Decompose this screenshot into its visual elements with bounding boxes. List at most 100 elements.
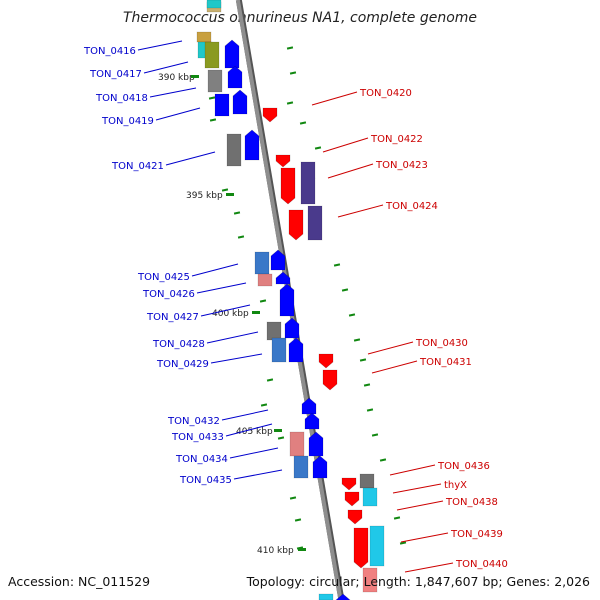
feature-box[interactable] xyxy=(196,31,212,43)
forward-gene[interactable] xyxy=(227,65,243,89)
reverse-gene[interactable] xyxy=(353,527,369,569)
track-tick xyxy=(233,211,241,215)
right-gene-label[interactable]: TON_0423 xyxy=(375,160,428,171)
right-gene-label[interactable]: TON_0422 xyxy=(370,134,423,145)
left-gene-label[interactable]: TON_0432 xyxy=(167,416,220,427)
forward-gene[interactable] xyxy=(288,337,304,363)
feature-box[interactable] xyxy=(369,525,385,567)
left-gene-label[interactable]: TON_0418 xyxy=(95,93,148,104)
forward-gene[interactable] xyxy=(308,431,324,457)
reverse-gene[interactable] xyxy=(275,154,291,168)
forward-gene[interactable] xyxy=(284,317,300,339)
left-gene-label[interactable]: TON_0425 xyxy=(137,272,190,283)
forward-gene[interactable] xyxy=(279,283,295,317)
left-gene-label[interactable]: TON_0426 xyxy=(142,289,195,300)
scale-label: 400 kbp xyxy=(212,309,249,319)
right-gene-label[interactable]: TON_0431 xyxy=(419,357,472,368)
left-leader-line xyxy=(149,87,197,98)
left-leader-line xyxy=(233,469,283,480)
forward-gene[interactable] xyxy=(224,39,240,69)
feature-box[interactable] xyxy=(318,593,334,600)
right-leader-line xyxy=(396,500,444,511)
track-tick xyxy=(260,403,268,407)
feature-box[interactable] xyxy=(226,133,242,167)
track-tick xyxy=(209,118,217,122)
reverse-gene[interactable] xyxy=(280,167,296,205)
right-gene-label[interactable]: TON_0420 xyxy=(359,88,412,99)
forward-gene[interactable] xyxy=(270,249,286,271)
reverse-gene[interactable] xyxy=(262,107,278,123)
feature-box[interactable] xyxy=(271,337,287,363)
reverse-gene[interactable] xyxy=(344,491,360,507)
feature-box[interactable] xyxy=(266,321,282,341)
forward-gene[interactable] xyxy=(335,593,351,600)
left-gene-label[interactable]: TON_0427 xyxy=(146,312,199,323)
accession-text: Accession: NC_011529 xyxy=(8,574,151,589)
scale-label: 395 kbp xyxy=(186,191,223,201)
reverse-gene[interactable] xyxy=(347,509,363,525)
track-tick xyxy=(221,188,229,192)
scale-label: 405 kbp xyxy=(236,427,273,437)
track-tick xyxy=(289,496,297,500)
forward-gene[interactable] xyxy=(275,271,291,285)
feature-box[interactable] xyxy=(362,487,378,507)
feature-box[interactable] xyxy=(293,455,309,479)
right-gene-label[interactable]: TON_0439 xyxy=(450,529,503,540)
left-gene-label[interactable]: TON_0417 xyxy=(89,69,142,80)
feature-box[interactable] xyxy=(289,431,305,457)
right-leader-line xyxy=(389,464,436,476)
forward-gene[interactable] xyxy=(301,397,317,415)
right-gene-label[interactable]: thyX xyxy=(444,480,467,491)
left-gene-label[interactable]: TON_0435 xyxy=(179,475,232,486)
right-gene-label[interactable]: TON_0438 xyxy=(445,497,498,508)
feature-box[interactable] xyxy=(214,93,230,117)
track-tick xyxy=(353,338,361,342)
feature-box[interactable] xyxy=(254,251,270,275)
left-leader-line xyxy=(137,40,183,51)
right-gene-label[interactable]: TON_0424 xyxy=(385,201,438,212)
left-gene-label[interactable]: TON_0429 xyxy=(156,359,209,370)
left-leader-line xyxy=(143,61,189,74)
right-leader-line xyxy=(404,562,454,573)
right-leader-line xyxy=(311,91,358,106)
left-gene-label[interactable]: TON_0419 xyxy=(101,116,154,127)
feature-box[interactable] xyxy=(257,273,273,287)
left-gene-label[interactable]: TON_0416 xyxy=(83,46,136,57)
right-gene-label[interactable]: TON_0430 xyxy=(415,338,468,349)
track-tick xyxy=(366,408,374,412)
feature-box[interactable] xyxy=(307,205,323,241)
left-leader-line xyxy=(229,447,279,459)
feature-box[interactable] xyxy=(204,41,220,69)
feature-box[interactable] xyxy=(362,567,378,593)
left-leader-line xyxy=(200,304,251,317)
feature-box[interactable] xyxy=(206,0,222,9)
feature-box[interactable] xyxy=(207,69,223,93)
left-gene-label[interactable]: TON_0434 xyxy=(175,454,228,465)
reverse-gene[interactable] xyxy=(318,353,334,369)
right-gene-label[interactable]: TON_0440 xyxy=(455,559,508,570)
feature-box[interactable] xyxy=(300,161,316,205)
left-leader-line xyxy=(155,107,201,121)
reverse-gene[interactable] xyxy=(322,369,338,391)
forward-gene[interactable] xyxy=(304,412,320,430)
right-leader-line xyxy=(337,204,384,218)
track-tick xyxy=(289,71,297,75)
left-gene-label[interactable]: TON_0433 xyxy=(171,432,224,443)
left-gene-label[interactable]: TON_0428 xyxy=(152,339,205,350)
forward-gene[interactable] xyxy=(244,129,260,161)
track-tick xyxy=(294,518,302,522)
right-leader-line xyxy=(327,163,374,179)
reverse-gene[interactable] xyxy=(288,209,304,241)
scale-tick xyxy=(298,548,306,551)
forward-gene[interactable] xyxy=(232,89,248,115)
track-tick xyxy=(399,541,407,545)
track-tick xyxy=(299,121,307,125)
reverse-gene[interactable] xyxy=(341,477,357,491)
feature-box[interactable] xyxy=(359,473,375,489)
left-gene-label[interactable]: TON_0421 xyxy=(111,161,164,172)
track-tick xyxy=(348,313,356,317)
forward-gene[interactable] xyxy=(312,455,328,479)
right-leader-line xyxy=(392,483,442,494)
right-gene-label[interactable]: TON_0436 xyxy=(437,461,490,472)
